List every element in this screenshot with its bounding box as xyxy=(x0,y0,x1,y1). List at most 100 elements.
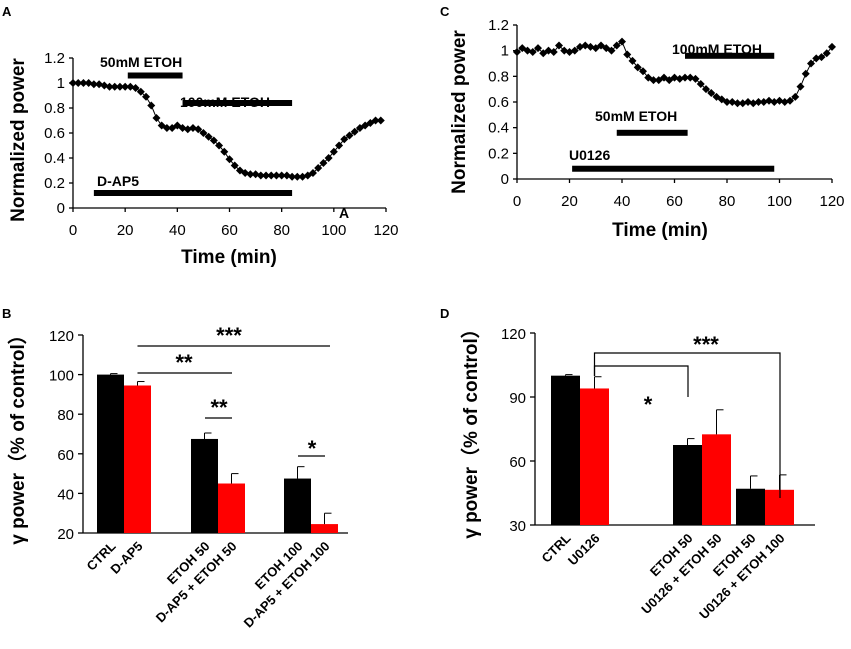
panel-b-y-tick-label: 40 xyxy=(57,486,74,503)
panel-a-data-point xyxy=(74,79,83,87)
panel-b-bar-black xyxy=(284,478,311,533)
panel-a-x-tick-label: 80 xyxy=(273,222,290,239)
panel-c-bar-label-u0126: U0126 xyxy=(569,147,610,163)
panel-d-bar-chart: γ power（% of control） 306090120CTRLU0126… xyxy=(459,319,815,622)
panel-a-data-point xyxy=(230,161,239,170)
panel-d-bar-red xyxy=(580,388,609,525)
panel-c-x-axis-title: Time (min) xyxy=(612,220,708,241)
panel-a-data-point xyxy=(79,79,88,87)
panel-c-line-chart: Normalized power Time (min) 100mM ETOH 5… xyxy=(449,17,845,241)
panel-a-data-point xyxy=(371,116,380,125)
panel-a-data-point xyxy=(335,141,344,150)
panel-a-y-tick-label: 0.4 xyxy=(44,150,65,167)
panel-a-data-point xyxy=(131,84,140,92)
panel-a-stray-mark: A xyxy=(339,205,349,221)
panel-a-data-point xyxy=(220,147,229,156)
panel-c-data-point xyxy=(623,50,632,59)
panel-c-y-tick-label: 1.2 xyxy=(488,17,509,34)
panel-d-y-tick-label: 30 xyxy=(509,518,526,535)
panel-c-data-point xyxy=(534,44,542,53)
panel-a-data-point xyxy=(251,170,260,179)
panel-c-data-point xyxy=(786,96,794,105)
panel-c-data-point xyxy=(733,99,742,108)
panel-c-data-point xyxy=(549,47,558,56)
panel-c-x-tick-label: 120 xyxy=(819,193,844,210)
panel-c-data-point xyxy=(822,49,831,58)
panel-b-bar-black xyxy=(191,438,218,533)
panel-a-x-tick-label: 40 xyxy=(169,222,186,239)
panel-a-data-point xyxy=(204,132,213,141)
panel-a-data-point xyxy=(329,147,338,156)
panel-c-x-tick-label: 100 xyxy=(767,193,792,210)
panel-c-data-point xyxy=(691,74,700,83)
panel-c-data-point xyxy=(555,41,563,50)
panel-c-data-point xyxy=(612,41,621,50)
panel-d-significance-label: *** xyxy=(693,332,719,357)
panel-c-y-axis-title: Normalized power xyxy=(449,30,470,194)
panel-d-significance-line xyxy=(593,352,781,498)
panel-a-y-tick-label: 0 xyxy=(57,200,65,217)
panel-b-y-tick-label: 20 xyxy=(57,526,74,543)
panel-b-bar-red xyxy=(124,385,151,533)
panel-c-data-point xyxy=(513,47,521,56)
panel-a-data-point xyxy=(215,141,224,150)
panel-b-significance-label: ** xyxy=(175,350,193,375)
panel-c-y-tick-label: 0.8 xyxy=(488,68,509,85)
panel-d-y-tick-label: 60 xyxy=(509,454,526,471)
panel-a-data-point xyxy=(121,82,130,91)
panel-a-data-point xyxy=(272,171,281,180)
panel-a-data-point xyxy=(152,114,161,122)
panel-c-data-point xyxy=(649,76,658,85)
panel-a-x-tick-label: 100 xyxy=(321,222,346,239)
panel-c-data-point xyxy=(696,80,705,89)
panel-a-condition-bar xyxy=(182,100,293,106)
panel-a-y-tick-label: 0.8 xyxy=(44,100,65,117)
panel-c-data-point xyxy=(528,47,537,56)
panel-d-bar-black xyxy=(736,488,765,525)
panel-label-a: A xyxy=(2,4,12,19)
panel-a-data-point xyxy=(209,136,218,145)
panel-a-x-tick-label: 0 xyxy=(69,222,77,239)
panel-d-y-tick-label: 90 xyxy=(509,390,526,407)
panel-a-data-point xyxy=(267,171,276,180)
panel-c-x-tick-label: 40 xyxy=(614,193,631,210)
panel-b-y-tick-label: 100 xyxy=(49,368,74,385)
panel-a-data-point xyxy=(142,92,151,101)
panel-a-y-tick-label: 1.2 xyxy=(44,50,65,67)
panel-b-y-tick-label: 120 xyxy=(49,328,74,345)
panel-c-data-point xyxy=(796,82,805,91)
panel-a-data-point xyxy=(288,172,297,181)
panel-a-condition-bar xyxy=(93,190,293,196)
panel-b-bar-red xyxy=(311,524,338,533)
panel-d-category-label: U0126 xyxy=(565,531,603,569)
panel-d-y-axis-title: γ power（% of control） xyxy=(459,319,482,539)
panel-a-data-point xyxy=(256,171,265,180)
panel-c-condition-bar xyxy=(572,165,775,172)
panel-b-significance-label: ** xyxy=(210,395,228,420)
panel-c-y-tick-label: 0.6 xyxy=(488,94,509,111)
panel-a-bar-label-50mm: 50mM ETOH xyxy=(100,54,182,70)
panel-c-bar-label-50mm: 50mM ETOH xyxy=(595,108,677,124)
panel-c-condition-bar xyxy=(616,129,688,136)
panel-c-data-point xyxy=(570,46,579,55)
panel-a-data-point xyxy=(115,82,124,91)
panel-a-condition-bar xyxy=(127,72,183,79)
panel-a-data-point xyxy=(376,116,385,125)
panel-label-b: B xyxy=(2,306,11,321)
panel-a-data-point xyxy=(345,131,354,140)
panel-c-data-point xyxy=(702,85,710,94)
panel-d-y-tick-label: 120 xyxy=(501,326,526,343)
panel-a-data-point xyxy=(162,124,171,132)
panel-a-y-tick-label: 1 xyxy=(57,75,65,92)
panel-label-c: C xyxy=(440,4,450,19)
panel-a-data-point xyxy=(105,82,114,91)
panel-b-bar-chart: γ power（% of control） 20406080100120CTRL… xyxy=(6,323,348,630)
panel-a-data-point xyxy=(319,159,328,167)
panel-a-data-point xyxy=(147,101,156,110)
panel-a-bar-label-dap5: D-AP5 xyxy=(97,173,139,189)
panel-c-x-tick-label: 0 xyxy=(513,193,521,210)
panel-c-x-tick-label: 60 xyxy=(666,193,683,210)
panel-a-data-point xyxy=(69,79,77,87)
panel-b-bar-red xyxy=(218,483,245,533)
